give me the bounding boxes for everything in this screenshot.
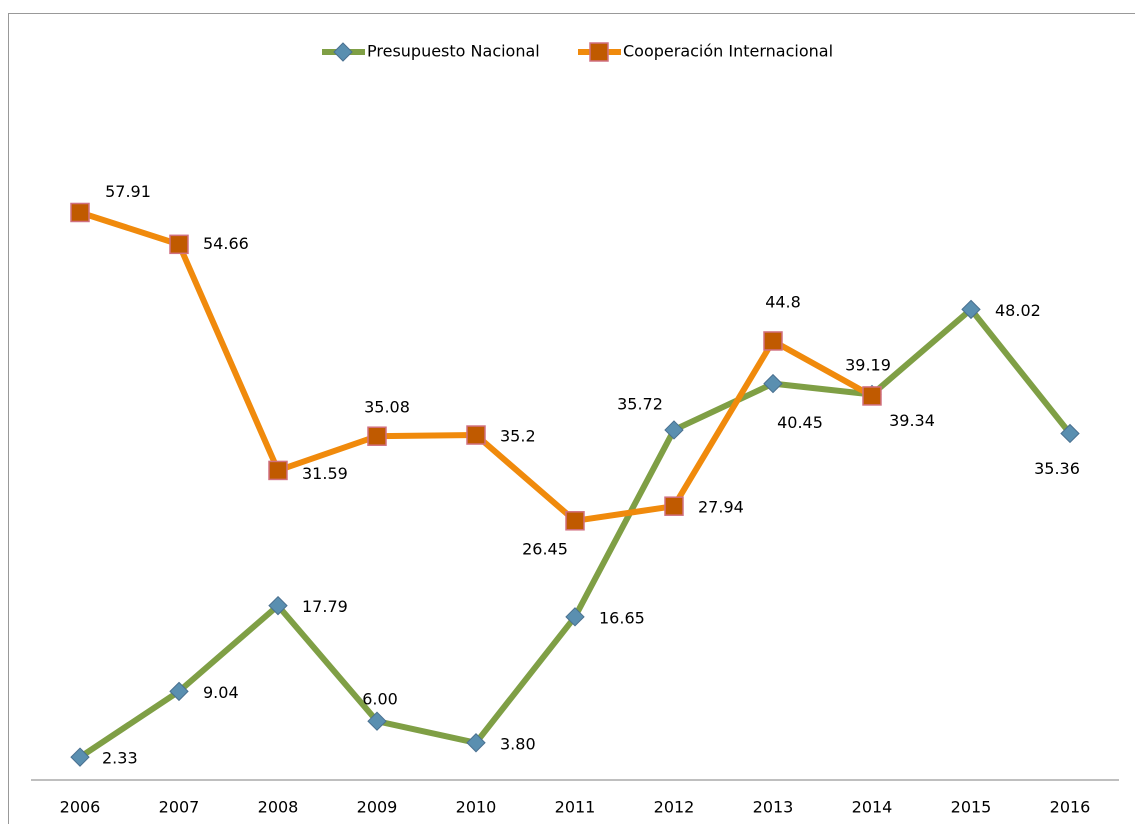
- x-tick-label: 2009: [357, 798, 398, 817]
- marker: [466, 425, 486, 445]
- data-label: 35.72: [617, 394, 663, 413]
- marker: [70, 202, 90, 223]
- marker: [169, 681, 189, 702]
- marker: [763, 331, 783, 351]
- data-label: 27.94: [698, 498, 744, 517]
- marker: [268, 460, 288, 481]
- data-label: 39.34: [889, 411, 935, 430]
- marker: [70, 747, 90, 767]
- marker: [664, 420, 684, 440]
- marker: [466, 733, 486, 753]
- data-label: 48.02: [995, 301, 1041, 320]
- marker: [862, 386, 882, 406]
- data-label: 57.91: [105, 182, 151, 201]
- x-tick-label: 2010: [456, 798, 497, 817]
- marker: [961, 299, 981, 320]
- legend-marker: [589, 42, 609, 62]
- x-tick-label: 2006: [60, 798, 101, 817]
- data-label: 35.2: [500, 427, 536, 446]
- data-label: 26.45: [522, 539, 568, 558]
- data-label: 2.33: [102, 749, 138, 768]
- data-label: 40.45: [777, 413, 823, 432]
- x-tick-label: 2012: [654, 798, 695, 817]
- legend-label: Presupuesto Nacional: [367, 42, 540, 61]
- x-tick-label: 2014: [852, 798, 893, 817]
- marker: [763, 373, 783, 394]
- data-label: 39.19: [845, 355, 891, 374]
- data-label: 54.66: [203, 234, 249, 253]
- x-tick-label: 2016: [1050, 798, 1091, 817]
- data-label: 31.59: [302, 464, 348, 483]
- data-label: 6.00: [362, 690, 398, 709]
- data-label: 35.36: [1034, 459, 1080, 478]
- x-tick-label: 2011: [555, 798, 596, 817]
- data-label: 44.8: [765, 292, 801, 311]
- x-tick-label: 2007: [159, 798, 200, 817]
- data-label: 35.08: [364, 398, 410, 417]
- marker: [268, 595, 288, 616]
- chart-frame: [8, 13, 1135, 824]
- x-tick-label: 2008: [258, 798, 299, 817]
- marker: [367, 711, 387, 731]
- marker: [367, 426, 387, 446]
- marker: [565, 607, 585, 627]
- data-label: 9.04: [203, 683, 239, 702]
- marker: [1060, 423, 1080, 444]
- legend-label: Cooperación Internacional: [623, 42, 833, 61]
- x-tick-label: 2013: [753, 798, 794, 817]
- data-label: 17.79: [302, 597, 348, 616]
- data-label: 3.80: [500, 734, 536, 753]
- marker: [169, 234, 189, 255]
- marker: [664, 496, 684, 516]
- marker: [565, 511, 585, 531]
- data-label: 16.65: [599, 608, 645, 627]
- x-tick-label: 2015: [951, 798, 992, 817]
- legend-marker: [333, 42, 353, 62]
